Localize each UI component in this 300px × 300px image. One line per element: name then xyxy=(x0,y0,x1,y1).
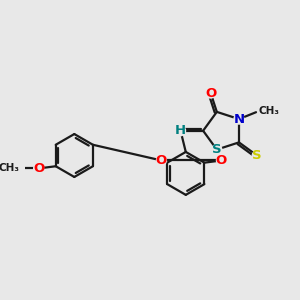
Circle shape xyxy=(34,164,44,173)
Text: CH₃: CH₃ xyxy=(0,164,20,173)
Circle shape xyxy=(206,88,216,98)
Circle shape xyxy=(176,126,185,136)
Circle shape xyxy=(212,145,222,154)
Text: N: N xyxy=(233,112,244,126)
Circle shape xyxy=(157,155,166,165)
Text: O: O xyxy=(33,162,44,175)
Text: CH₃: CH₃ xyxy=(258,106,279,116)
Text: O: O xyxy=(216,154,227,167)
Circle shape xyxy=(252,151,262,160)
Text: O: O xyxy=(156,154,167,167)
Text: S: S xyxy=(212,143,222,156)
Text: H: H xyxy=(175,124,186,137)
Text: S: S xyxy=(252,149,262,162)
Text: O: O xyxy=(205,86,216,100)
Circle shape xyxy=(234,114,244,124)
Circle shape xyxy=(217,155,226,165)
